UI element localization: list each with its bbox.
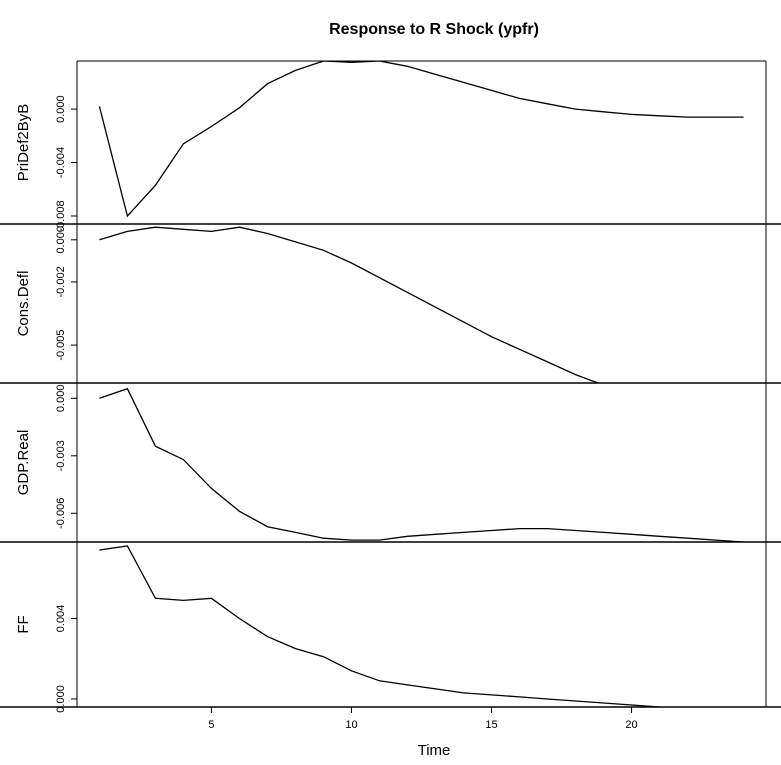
y-tick-label: 0.000 (55, 226, 67, 254)
x-axis: 5 10 15 20 (208, 706, 638, 731)
y-tick-label: 0.000 (55, 685, 67, 713)
y-tick-label: -0.002 (55, 266, 67, 297)
y-tick-label: -0.006 (55, 498, 67, 529)
panel-1: 0.000 -0.004 -0.008 PriDef2ByB (0, 60, 781, 232)
panel-3: 0.000 -0.003 -0.006 GDP.Real (0, 383, 781, 543)
y-tick-label: -0.004 (55, 147, 67, 178)
y-tick-label: -0.005 (55, 329, 67, 360)
y-axis-label: Cons.Defl (15, 271, 32, 337)
series-line-gdp-real (99, 387, 744, 542)
y-axis-label: FF (15, 615, 32, 633)
y-tick-label: 0.000 (55, 385, 67, 413)
x-tick-label: 10 (345, 719, 357, 731)
x-tick-label: 20 (625, 719, 637, 731)
x-tick-label: 15 (485, 719, 497, 731)
series-line-ff (99, 545, 669, 707)
series-line-cons-defl (99, 226, 600, 383)
y-axis-label: GDP.Real (15, 430, 32, 496)
y-tick-label: 0.000 (55, 95, 67, 123)
y-tick-label: -0.003 (55, 440, 67, 471)
x-tick-label: 5 (208, 719, 214, 731)
panels-group: 0.000 -0.004 -0.008 PriDef2ByB 0.000 -0.002 -0… (0, 60, 781, 713)
panel-2: 0.000 -0.002 -0.005 Cons.Defl (0, 224, 781, 384)
y-tick-label: 0.004 (55, 605, 67, 633)
x-axis-label: Time (418, 742, 451, 759)
y-axis-label: PriDef2ByB (15, 104, 32, 182)
y-tick-label: -0.008 (55, 200, 67, 231)
panel-4: 0.000 0.004 FF (0, 542, 781, 713)
series-line-pridef2byb (98, 61, 744, 218)
chart-title: Response to R Shock (ypfr) (329, 21, 539, 38)
